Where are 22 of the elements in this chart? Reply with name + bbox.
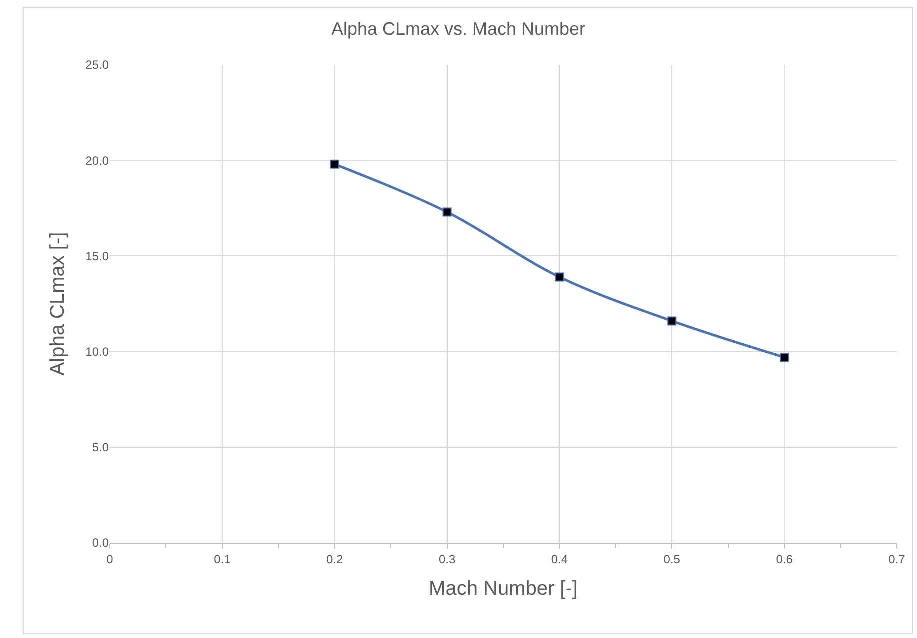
y-tick-label: 0.0 <box>92 536 110 550</box>
y-tick-label: 20.0 <box>86 154 110 168</box>
point <box>668 316 677 326</box>
x-tick-label: 0 <box>106 552 114 566</box>
y-tick-label: 15.0 <box>86 249 110 264</box>
x-tick-label: 0.5 <box>664 552 681 566</box>
x-tick-label: 0.4 <box>551 552 568 566</box>
y-tick-label: 25.0 <box>86 58 110 72</box>
x-tick-label: 0.3 <box>438 552 456 566</box>
x-axis-title: Mach Number [-] <box>429 578 578 600</box>
x-tick-label: 0.7 <box>888 552 906 566</box>
y-tick-label: 5.0 <box>92 440 110 455</box>
point <box>555 272 564 282</box>
x-tick-label: 0.1 <box>214 552 232 566</box>
x-tick-label: 0.6 <box>776 552 794 566</box>
y-tick-label: 10.0 <box>86 345 110 359</box>
y-axis-title: Alpha CLmax [-] <box>47 232 70 376</box>
chart-title: Alpha CLmax vs. Mach Number <box>331 18 586 39</box>
point <box>780 353 790 362</box>
point <box>442 208 452 217</box>
x-tick-label: 0.2 <box>326 552 344 566</box>
point <box>330 160 340 169</box>
